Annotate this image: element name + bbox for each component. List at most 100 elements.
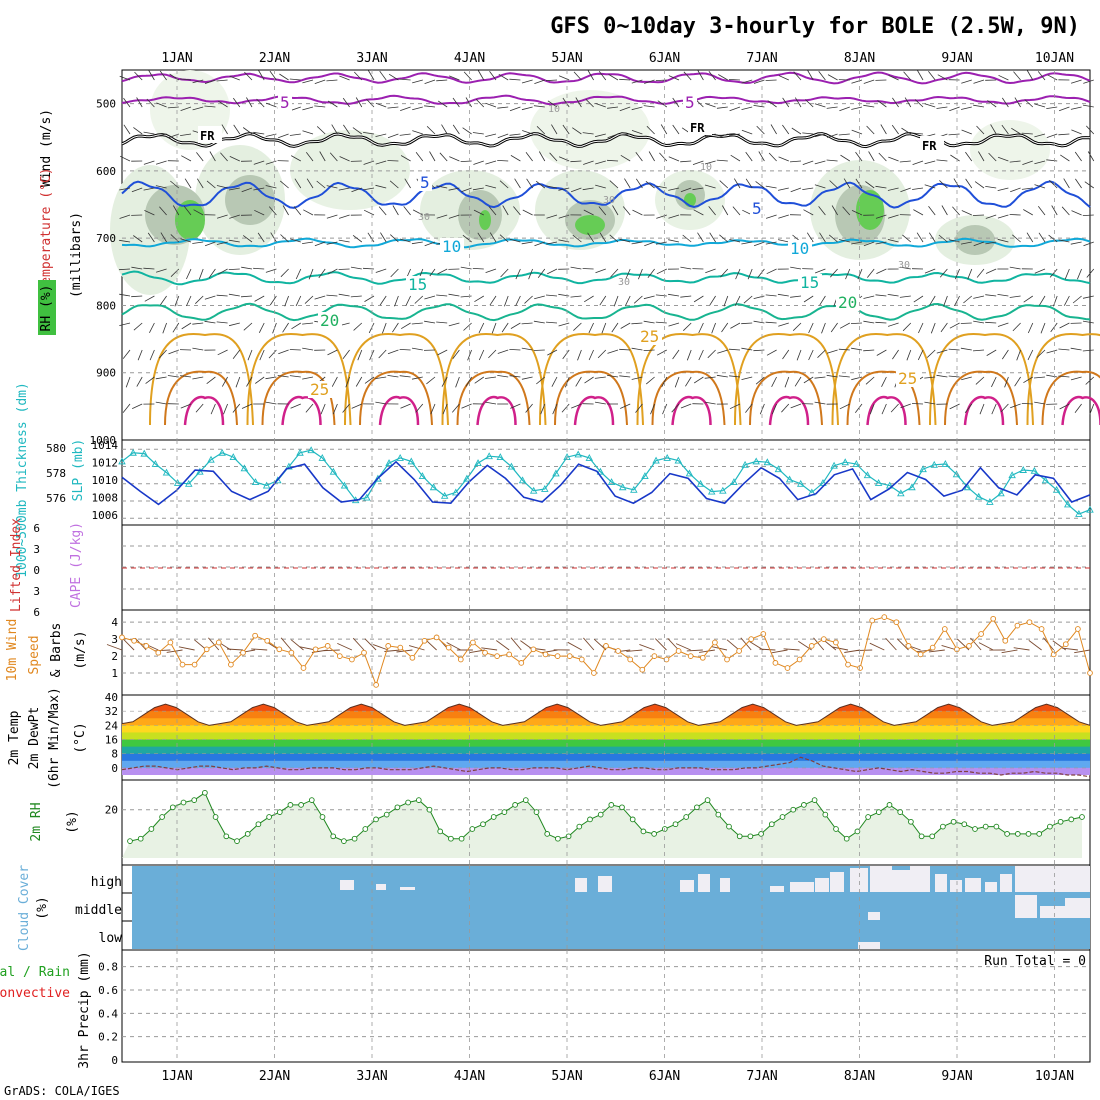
wind-barb: [192, 241, 204, 244]
wind10-point: [421, 637, 428, 644]
wind-barb: [619, 106, 631, 112]
wind-barb: [1060, 154, 1070, 162]
ylabel-cloud-unit: (%): [35, 896, 50, 919]
wind-barb: [781, 403, 790, 413]
wind-barb: [601, 322, 607, 334]
rh-point: [886, 802, 893, 808]
contour-15: [121, 270, 1091, 286]
wind-barb: [705, 268, 716, 274]
wind-barb: [155, 160, 167, 165]
wind10-barb: [510, 637, 522, 651]
wind-barb: [1082, 104, 1094, 108]
slp-thickness-panel: [118, 439, 1094, 526]
slp-point: [1008, 471, 1016, 479]
wind-barb: [478, 322, 485, 334]
wind-barb: [217, 349, 228, 356]
wind-barb: [672, 349, 680, 360]
wind-barb: [1050, 322, 1058, 333]
wind-barb: [485, 401, 497, 405]
wind-barb: [1071, 129, 1082, 135]
wind-barb: [246, 376, 253, 387]
wind-barb: [851, 376, 863, 381]
wind-barb: [643, 349, 655, 351]
wind-barb: [509, 238, 521, 243]
ylabel-millibars: (millibars): [69, 212, 84, 298]
wind-barb: [631, 130, 643, 135]
wind-barb: [828, 234, 838, 243]
precip-tick: 0: [111, 1054, 118, 1067]
wind-barb: [587, 70, 594, 81]
wind-barb: [1001, 124, 1009, 135]
wind-barb: [170, 234, 180, 243]
wind-barb: [289, 78, 301, 81]
slp-point: [741, 460, 749, 468]
wind-barb: [439, 152, 448, 162]
slp-point: [251, 478, 260, 486]
rh-point: [715, 811, 722, 818]
temp-band: [122, 753, 1090, 762]
wind-barb: [851, 79, 863, 84]
wind-barb: [259, 349, 265, 361]
rh-point: [1047, 823, 1053, 830]
wind-barb: [631, 347, 643, 351]
rh-point: [779, 814, 786, 820]
thickness-tick: 580: [46, 442, 66, 455]
wind-barb: [936, 159, 948, 162]
wind-barb: [206, 376, 216, 385]
wind-barb: [1070, 347, 1082, 351]
wind-barb: [535, 180, 546, 189]
wind-barb: [534, 241, 545, 247]
slp-point: [952, 470, 961, 478]
slp-tick: 1006: [92, 509, 119, 522]
wind-barb: [570, 266, 582, 270]
wind-barb: [352, 234, 363, 243]
wind-barb: [765, 214, 777, 219]
wind-barb: [866, 268, 875, 278]
contour-25-arch: [831, 333, 937, 426]
rh-point: [127, 838, 133, 844]
wind-barb: [489, 70, 497, 81]
wind-barb: [961, 210, 972, 216]
wind-barb: [917, 70, 924, 81]
rh-point: [694, 804, 700, 811]
wind10-point: [820, 636, 827, 642]
wind-barb: [839, 239, 850, 243]
wind-barb: [303, 209, 314, 216]
wind-barb: [289, 375, 301, 378]
slp-point: [496, 453, 505, 461]
pressure-tick: 900: [96, 367, 116, 380]
slp-point: [396, 453, 404, 461]
wind-barb: [1049, 268, 1058, 278]
contour-label-bg: [638, 328, 662, 345]
run-total: Run Total = 0: [984, 954, 1086, 969]
wind-barb: [119, 155, 131, 162]
rh-point: [522, 797, 529, 803]
slp-point: [585, 453, 594, 461]
ylabel-temp-c: (6hr Min/Max): [47, 687, 62, 789]
rh-point: [490, 814, 497, 820]
wind-barb: [960, 241, 972, 245]
wind-barb: [133, 127, 143, 135]
wind-barb: [452, 349, 460, 360]
wind-barb: [355, 376, 363, 387]
wind-barb: [620, 154, 631, 162]
date-label-top: 3JAN: [356, 51, 387, 66]
wind-barb: [973, 320, 985, 324]
wind-barb: [119, 293, 131, 297]
wind-barb: [1034, 184, 1046, 189]
wind-barb: [500, 268, 509, 278]
wind-barb: [448, 187, 460, 191]
slp-point: [596, 467, 605, 475]
wind-barb: [545, 79, 558, 82]
rh-shade-green: [856, 190, 884, 230]
wind-barb: [633, 295, 643, 304]
cloud-clear-cell: [815, 878, 829, 892]
wind-barb: [912, 187, 924, 190]
contour-label: 5: [752, 199, 762, 218]
wind10-point: [385, 643, 392, 649]
wind-barb: [491, 322, 497, 334]
wind-barb: [1010, 403, 1021, 409]
wind10-point: [1014, 622, 1021, 629]
wind-barb: [583, 160, 594, 165]
wind-barb: [802, 132, 814, 135]
